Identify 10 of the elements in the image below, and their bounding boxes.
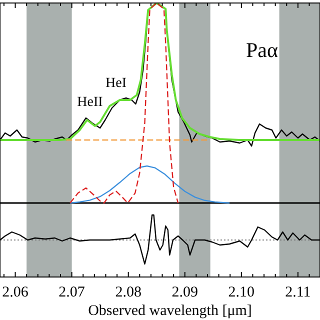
- annotation: HeI: [106, 76, 127, 91]
- x-tick-label: 2.09: [172, 284, 198, 301]
- x-tick-label: 2.08: [115, 284, 142, 301]
- x-axis-title: Observed wavelength [μm]: [88, 303, 252, 319]
- annotation: Paα: [246, 38, 278, 62]
- x-tick-label: 2.06: [2, 284, 29, 301]
- x-tick-label: 2.10: [228, 284, 255, 301]
- x-tick-label: 2.11: [285, 284, 311, 301]
- x-tick-label: 2.07: [58, 284, 86, 301]
- annotation: HeII: [77, 95, 104, 110]
